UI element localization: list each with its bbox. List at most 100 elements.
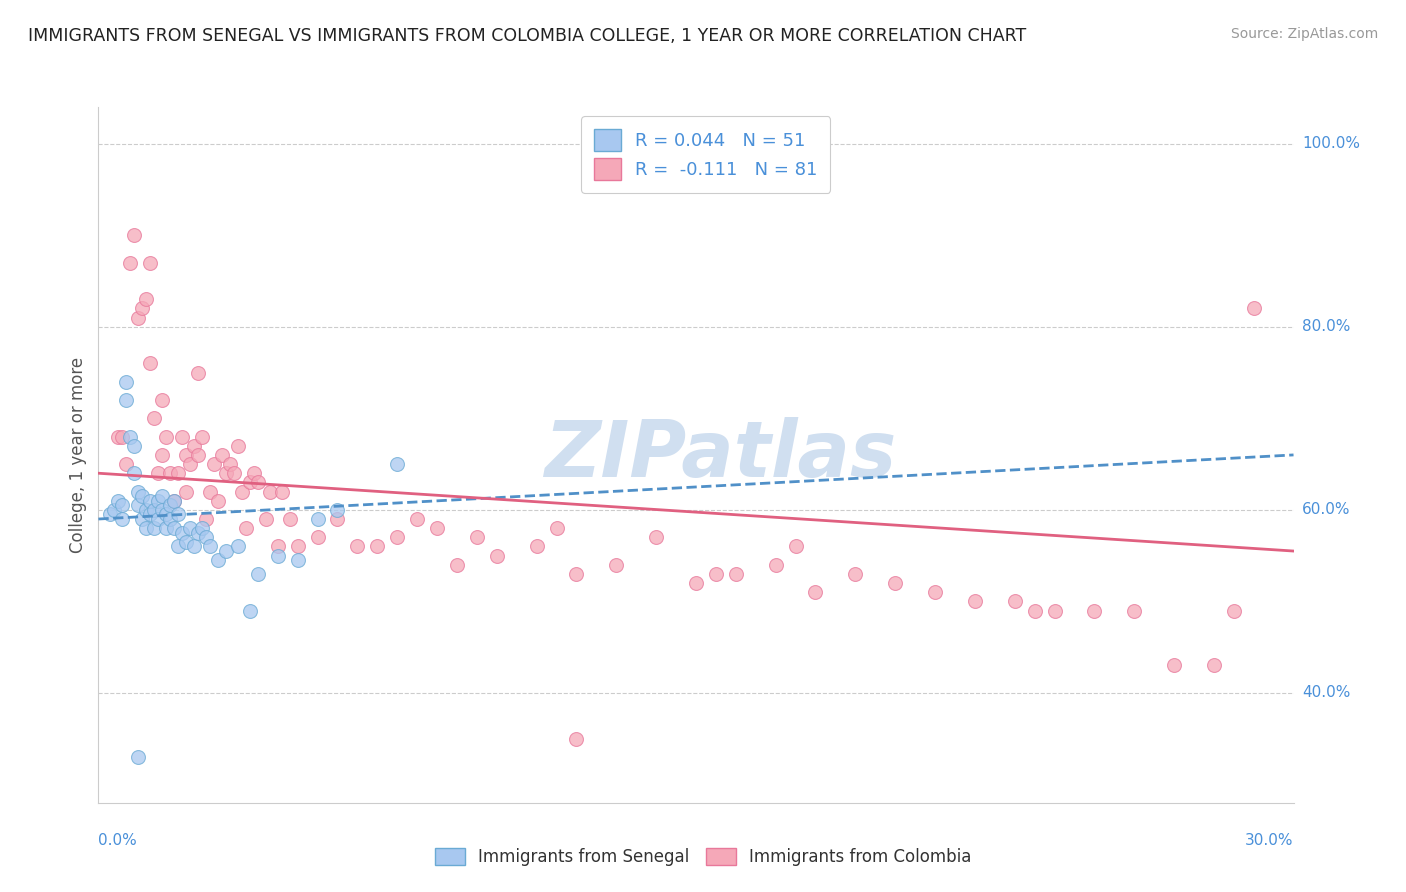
Point	[155, 508, 177, 522]
Point	[111, 512, 134, 526]
Point	[765, 558, 787, 572]
Point	[107, 493, 129, 508]
Text: 40.0%: 40.0%	[1302, 685, 1350, 700]
Point	[246, 566, 269, 581]
Text: IMMIGRANTS FROM SENEGAL VS IMMIGRANTS FROM COLOMBIA COLLEGE, 1 YEAR OR MORE CORR: IMMIGRANTS FROM SENEGAL VS IMMIGRANTS FR…	[28, 27, 1026, 45]
Point	[131, 512, 153, 526]
Point	[127, 750, 149, 764]
Text: 30.0%: 30.0%	[1246, 833, 1294, 848]
Point	[135, 503, 157, 517]
Point	[1083, 603, 1105, 617]
Point	[326, 503, 349, 517]
Point	[270, 484, 292, 499]
Point	[366, 540, 388, 554]
Point	[215, 544, 238, 558]
Point	[124, 439, 146, 453]
Point	[287, 540, 309, 554]
Point	[174, 535, 197, 549]
Point	[107, 429, 129, 443]
Point	[172, 525, 194, 540]
Point	[131, 301, 153, 316]
Point	[207, 493, 229, 508]
Point	[115, 457, 138, 471]
Point	[1243, 301, 1265, 316]
Point	[385, 457, 409, 471]
Point	[226, 439, 249, 453]
Point	[307, 530, 329, 544]
Point	[924, 585, 946, 599]
Point	[187, 525, 209, 540]
Point	[135, 521, 157, 535]
Point	[191, 429, 214, 443]
Point	[179, 457, 201, 471]
Point	[131, 489, 153, 503]
Point	[884, 576, 907, 591]
Point	[222, 467, 245, 481]
Point	[103, 503, 125, 517]
Point	[287, 553, 309, 567]
Point	[163, 493, 186, 508]
Point	[346, 540, 368, 554]
Point	[167, 508, 190, 522]
Point	[159, 467, 181, 481]
Point	[565, 566, 588, 581]
Point	[148, 512, 170, 526]
Point	[259, 484, 281, 499]
Point	[307, 512, 329, 526]
Point	[150, 448, 173, 462]
Point	[207, 553, 229, 567]
Point	[1202, 658, 1225, 673]
Point	[143, 521, 166, 535]
Point	[485, 549, 508, 563]
Point	[159, 498, 181, 512]
Point	[155, 429, 177, 443]
Point	[804, 585, 827, 599]
Point	[278, 512, 301, 526]
Point	[167, 467, 190, 481]
Point	[239, 603, 262, 617]
Point	[1222, 603, 1246, 617]
Point	[785, 540, 807, 554]
Point	[120, 429, 142, 443]
Point	[150, 503, 173, 517]
Point	[111, 429, 134, 443]
Point	[174, 484, 197, 499]
Point	[98, 508, 122, 522]
Point	[211, 448, 233, 462]
Point	[267, 540, 290, 554]
Point	[150, 392, 173, 407]
Point	[526, 540, 548, 554]
Point	[605, 558, 627, 572]
Point	[124, 228, 146, 243]
Point	[191, 521, 214, 535]
Point	[465, 530, 488, 544]
Point	[565, 731, 588, 746]
Point	[148, 493, 170, 508]
Point	[163, 493, 186, 508]
Point	[139, 508, 162, 522]
Point	[124, 467, 146, 481]
Legend: Immigrants from Senegal, Immigrants from Colombia: Immigrants from Senegal, Immigrants from…	[426, 840, 980, 875]
Point	[198, 540, 221, 554]
Point	[231, 484, 253, 499]
Point	[183, 540, 205, 554]
Point	[267, 549, 290, 563]
Text: 100.0%: 100.0%	[1302, 136, 1360, 151]
Point	[226, 540, 249, 554]
Point	[704, 566, 727, 581]
Point	[172, 429, 194, 443]
Point	[426, 521, 449, 535]
Point	[143, 411, 166, 425]
Point	[254, 512, 277, 526]
Point	[148, 467, 170, 481]
Point	[219, 457, 242, 471]
Point	[546, 521, 568, 535]
Point	[187, 448, 209, 462]
Point	[155, 521, 177, 535]
Point	[174, 448, 197, 462]
Text: 60.0%: 60.0%	[1302, 502, 1350, 517]
Point	[127, 484, 149, 499]
Point	[215, 467, 238, 481]
Point	[446, 558, 468, 572]
Point	[159, 512, 181, 526]
